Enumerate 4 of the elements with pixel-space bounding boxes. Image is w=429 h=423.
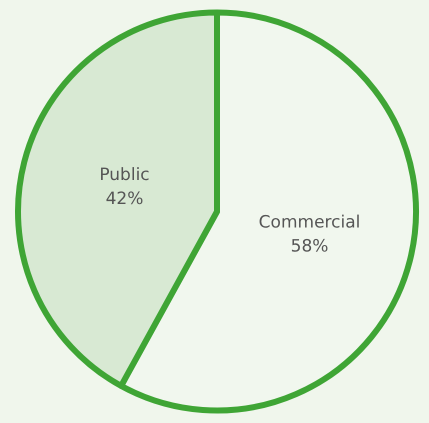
data-label: 58% bbox=[290, 236, 328, 257]
slice-label: Commercial bbox=[258, 212, 360, 233]
data-label: 42% bbox=[106, 189, 144, 210]
slice-label: Public bbox=[99, 165, 150, 186]
